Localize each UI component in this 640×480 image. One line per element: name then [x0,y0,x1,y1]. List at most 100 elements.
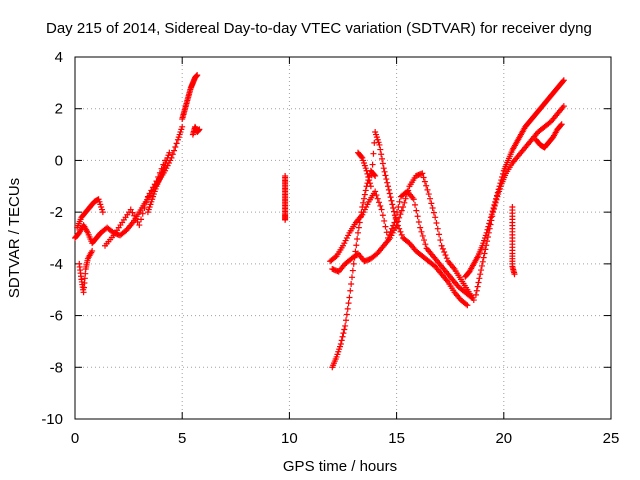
data-point [396,214,403,221]
y-axis-label: SDTVAR / TECUs [6,178,23,298]
data-point [424,186,431,193]
y-tick-label: 0 [55,152,63,169]
data-point [397,228,404,235]
data-point [396,198,403,205]
data-point [421,178,428,185]
data-point [487,221,494,228]
series-arc-ten [282,172,289,223]
series-arc-late-b [472,103,567,298]
data-point [348,281,355,288]
data-point [405,187,412,194]
data-point [173,140,180,147]
data-point [372,188,379,195]
data-point [434,225,441,232]
data-point [398,207,405,214]
data-point [362,187,369,194]
data-point [441,248,448,255]
x-tick-label: 15 [388,430,405,447]
data-point [396,225,403,232]
data-point [373,192,380,199]
data-point [493,196,500,203]
y-tick-label: -10 [41,411,63,428]
data-point [358,153,365,160]
data-point [559,78,566,85]
data-point [366,177,373,184]
data-point [194,72,201,79]
series-arc-late-c [509,203,518,278]
x-tick-label: 10 [281,430,298,447]
data-point [414,213,421,220]
data-point [489,213,496,220]
data-point [443,255,450,262]
data-point [179,123,186,130]
x-tick-label: 5 [178,430,186,447]
data-point [340,330,347,337]
data-point [282,216,289,223]
data-point [437,237,444,244]
chart-title: Day 215 of 2014, Sidereal Day-to-day VTE… [46,20,592,37]
data-point [472,291,479,298]
data-point [419,170,426,177]
series-arc-mid-b [329,170,477,304]
data-point [397,211,404,218]
data-point [483,242,490,249]
data-point [363,167,370,174]
data-point [481,250,488,257]
data-point [415,218,422,225]
data-point [486,225,493,232]
data-point [350,260,357,267]
data-point [367,180,374,187]
data-point [385,186,392,193]
data-point [383,176,390,183]
data-point [377,146,384,153]
data-point [374,195,381,202]
y-tick-label: -8 [50,359,63,376]
data-point [365,173,372,180]
x-tick-label: 25 [603,430,620,447]
data-point [439,245,446,252]
data-point [419,232,426,239]
data-point [387,194,394,201]
data-point [432,214,439,221]
data-point [380,165,387,172]
data-point [379,160,386,167]
data-point [511,271,518,278]
data-point [560,103,567,110]
data-points [72,72,567,371]
y-tick-label: -6 [50,308,63,325]
data-point [433,220,440,227]
data-point [429,205,436,212]
data-point [166,149,173,156]
data-point [478,267,485,274]
data-point [490,206,497,213]
y-tick-labels: -10 -8 -6 -4 -2 0 2 4 [41,49,63,428]
data-point [491,202,498,209]
data-point [367,183,374,190]
data-point [345,300,352,307]
y-tick-label: 4 [55,49,63,66]
data-point [378,151,385,158]
data-point [560,77,567,84]
data-point [368,172,375,179]
x-tick-label: 20 [495,430,512,447]
data-point [478,262,485,269]
data-point [129,209,136,216]
data-point [379,155,386,162]
data-point [475,279,482,286]
series-arc-early-c [76,247,96,296]
data-point [337,341,344,348]
data-point [349,267,356,274]
data-point [172,143,179,150]
data-point [381,168,388,175]
data-point [392,215,399,222]
x-axis-label: GPS time / hours [283,458,397,475]
data-point [139,210,146,217]
data-point [369,161,376,168]
data-point [338,337,345,344]
data-point [421,237,428,244]
data-point [484,233,491,240]
data-point [492,199,499,206]
data-point [134,218,141,225]
data-point [422,241,429,248]
data-point [476,275,483,282]
